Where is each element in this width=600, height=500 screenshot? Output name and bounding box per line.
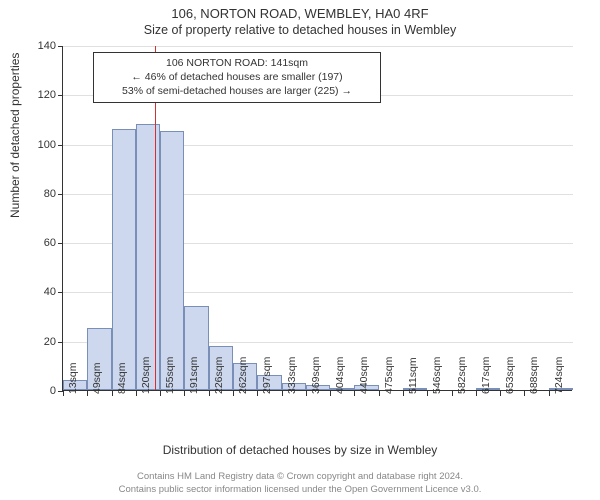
xtick-label: 688sqm bbox=[528, 357, 540, 394]
ytick-label: 40 bbox=[0, 286, 56, 298]
xtick-label: 440sqm bbox=[358, 357, 370, 394]
ytick-mark bbox=[58, 292, 63, 293]
x-axis-label: Distribution of detached houses by size … bbox=[0, 443, 600, 457]
xtick-label: 191sqm bbox=[188, 357, 200, 394]
xtick-mark bbox=[257, 391, 258, 396]
xtick-label: 333sqm bbox=[286, 357, 298, 394]
xtick-mark bbox=[209, 391, 210, 396]
xtick-mark bbox=[160, 391, 161, 396]
xtick-label: 511sqm bbox=[407, 357, 419, 394]
chart-title: 106, NORTON ROAD, WEMBLEY, HA0 4RF bbox=[0, 0, 600, 21]
xtick-label: 653sqm bbox=[504, 357, 516, 394]
xtick-label: 369sqm bbox=[310, 357, 322, 394]
attribution-text: Contains HM Land Registry data © Crown c… bbox=[0, 471, 600, 496]
ytick-label: 140 bbox=[0, 40, 56, 52]
xtick-label: 49sqm bbox=[91, 362, 103, 394]
attribution-line1: Contains HM Land Registry data © Crown c… bbox=[0, 471, 600, 483]
chart-subtitle: Size of property relative to detached ho… bbox=[0, 21, 600, 37]
plot-area: 13sqm 49sqm 84sqm 120sqm 155sqm 191sqm 226sqm 2… bbox=[62, 46, 572, 391]
xtick-mark bbox=[524, 391, 525, 396]
xtick-label: 617sqm bbox=[480, 357, 492, 394]
xtick-mark bbox=[233, 391, 234, 396]
ytick-label: 100 bbox=[0, 139, 56, 151]
xtick-mark bbox=[184, 391, 185, 396]
xtick-mark bbox=[549, 391, 550, 396]
attribution-line2: Contains public sector information licen… bbox=[0, 484, 600, 496]
xtick-mark bbox=[354, 391, 355, 396]
xtick-mark bbox=[452, 391, 453, 396]
ytick-mark bbox=[58, 95, 63, 96]
xtick-label: 404sqm bbox=[334, 357, 346, 394]
ytick-mark bbox=[58, 145, 63, 146]
annotation-line: ← 46% of detached houses are smaller (19… bbox=[100, 70, 374, 84]
xtick-mark bbox=[476, 391, 477, 396]
annotation-line: 106 NORTON ROAD: 141sqm bbox=[100, 56, 374, 70]
xtick-mark bbox=[500, 391, 501, 396]
xtick-label: 262sqm bbox=[237, 357, 249, 394]
xtick-label: 297sqm bbox=[261, 357, 273, 394]
xtick-mark bbox=[427, 391, 428, 396]
plot-wrap: 13sqm 49sqm 84sqm 120sqm 155sqm 191sqm 226sqm 2… bbox=[62, 46, 572, 391]
xtick-mark bbox=[112, 391, 113, 396]
xtick-mark bbox=[63, 391, 64, 396]
ytick-mark bbox=[58, 194, 63, 195]
xtick-mark bbox=[136, 391, 137, 396]
xtick-mark bbox=[403, 391, 404, 396]
xtick-mark bbox=[379, 391, 380, 396]
ytick-label: 80 bbox=[0, 188, 56, 200]
xtick-label: 155sqm bbox=[164, 357, 176, 394]
xtick-label: 84sqm bbox=[116, 362, 128, 394]
xtick-mark bbox=[282, 391, 283, 396]
annotation-box: 106 NORTON ROAD: 141sqm← 46% of detached… bbox=[93, 52, 381, 103]
xtick-label: 120sqm bbox=[140, 357, 152, 394]
ytick-label: 20 bbox=[0, 336, 56, 348]
xtick-mark bbox=[330, 391, 331, 396]
annotation-line: 53% of semi-detached houses are larger (… bbox=[100, 84, 374, 98]
ytick-mark bbox=[58, 46, 63, 47]
ytick-mark bbox=[58, 342, 63, 343]
histogram-bar bbox=[160, 131, 184, 390]
chart-container: 106, NORTON ROAD, WEMBLEY, HA0 4RF Size … bbox=[0, 0, 600, 500]
ytick-label: 60 bbox=[0, 237, 56, 249]
histogram-bar bbox=[112, 129, 136, 390]
xtick-label: 13sqm bbox=[67, 362, 79, 394]
gridline bbox=[63, 46, 573, 47]
xtick-label: 226sqm bbox=[213, 357, 225, 394]
ytick-label: 120 bbox=[0, 89, 56, 101]
histogram-bar bbox=[136, 124, 160, 390]
xtick-label: 724sqm bbox=[553, 357, 565, 394]
xtick-label: 582sqm bbox=[456, 357, 468, 394]
xtick-label: 546sqm bbox=[431, 357, 443, 394]
ytick-label: 0 bbox=[0, 385, 56, 397]
xtick-mark bbox=[306, 391, 307, 396]
ytick-mark bbox=[58, 243, 63, 244]
xtick-label: 475sqm bbox=[383, 357, 395, 394]
xtick-mark bbox=[87, 391, 88, 396]
